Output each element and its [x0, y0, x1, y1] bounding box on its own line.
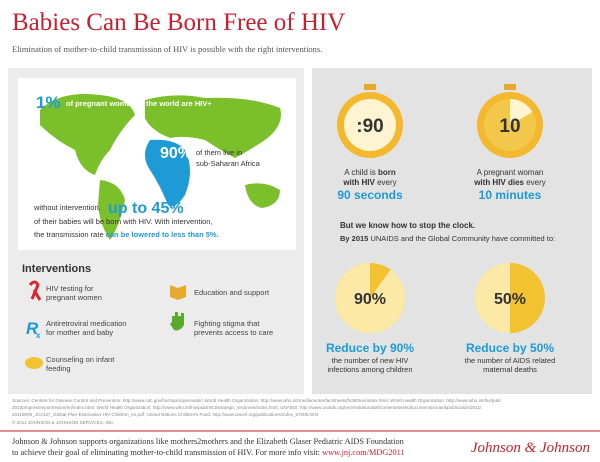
commitment-intro: By 2015 UNAIDS and the Global Community … — [340, 234, 555, 243]
intervention: Counseling on infant — [46, 355, 115, 364]
clock-interval: 10 minutes — [479, 188, 542, 202]
clock-interval: 90 seconds — [337, 188, 403, 202]
speech-icon — [25, 357, 43, 369]
source: Sources: Centers for Disease Control and… — [12, 398, 502, 403]
rx-icon: R — [26, 319, 39, 338]
footer-text: to achieve their goal of eliminating mot… — [12, 448, 405, 457]
stat-1-text: of pregnant women in the world are HIV+ — [66, 99, 212, 108]
footer-text: Johnson & Johnson supports organizations… — [12, 437, 405, 446]
pie-text: the number of new HIV — [332, 356, 409, 365]
stat-1: 1% — [36, 93, 61, 112]
pies: 90% Reduce by 90%the number of new HIVinf… — [326, 263, 555, 374]
clock-text: A pregnant woman — [477, 168, 544, 177]
text: born — [378, 168, 396, 177]
text: with HIV — [342, 178, 375, 187]
intervention: Education and support — [194, 288, 270, 297]
text: with HIV dies — [473, 178, 524, 187]
pie-slice — [334, 263, 405, 334]
copyright: © 2011 JOHNSON & JOHNSON SERVICES, INC. — [12, 419, 115, 425]
text: By 2015 — [340, 234, 368, 243]
interventions-title: Interventions — [22, 263, 91, 275]
world-map — [40, 94, 281, 240]
text: A child is — [344, 168, 378, 177]
clock-text: with HIV dies every — [473, 178, 546, 187]
clock-face: :90 — [356, 116, 383, 137]
intervention: pregnant women — [46, 293, 102, 302]
stat-3: up to 45% — [108, 200, 184, 217]
commitment-heading: But we know how to stop the clock. — [340, 221, 475, 230]
pie-label: 90% — [354, 291, 386, 308]
intervention: feeding — [46, 364, 71, 373]
clock-text: A child is born — [344, 168, 396, 177]
text: every — [524, 178, 546, 187]
subtitle: Elimination of mother-to-child transmiss… — [12, 44, 322, 54]
pie-text: the number of AIDS related — [465, 356, 555, 365]
logo: Johnson & Johnson — [471, 440, 590, 456]
text: the transmission rate — [34, 230, 106, 239]
text: to achieve their goal of eliminating mot… — [12, 448, 322, 457]
rx-icon: x — [36, 331, 41, 340]
stat-2: 90% — [160, 145, 192, 162]
text: every — [375, 178, 397, 187]
clock-face: 10 — [499, 116, 520, 137]
clock — [337, 84, 403, 158]
stat-2-text: of them live in — [196, 148, 242, 157]
pie-slice — [475, 263, 510, 333]
pie-headline: Reduce by 50% — [466, 341, 554, 355]
intervention: Fighting stigma that — [194, 319, 260, 328]
title: Babies Can Be Born Free of HIV — [12, 9, 345, 36]
intervention: prevents access to care — [194, 328, 273, 337]
intervention: Antiretroviral medication — [46, 319, 126, 328]
source: 20110609_JC2137_Global-Plan-Elimination-… — [12, 412, 318, 417]
text: UNAIDS and the Global Community have com… — [368, 234, 555, 243]
pie-text: infections among children — [327, 365, 412, 374]
ribbon-icon — [28, 280, 42, 301]
clock-text: with HIV every — [342, 178, 396, 187]
link[interactable]: www.jnj.com/MDG2011 — [322, 448, 405, 457]
intervention: HIV testing for — [46, 284, 94, 293]
pie-label: 50% — [494, 291, 526, 308]
stat-3-text: the transmission rate can be lowered to … — [34, 230, 219, 239]
clock — [477, 84, 543, 158]
pie-text: maternal deaths — [483, 365, 537, 374]
stat-3-prefix: without intervention, — [33, 203, 101, 212]
text: A pregnant woman — [477, 168, 544, 177]
stat-2-text: sub-Saharan Africa — [196, 159, 261, 168]
intervention: for mother and baby — [46, 328, 113, 337]
highlight: can be lowered to less than 5%. — [106, 230, 219, 239]
source: 2010progressreport/report/en/index.html;… — [12, 405, 482, 410]
book-icon — [170, 285, 186, 300]
hand-icon — [170, 312, 184, 331]
pie-headline: Reduce by 90% — [326, 341, 414, 355]
stat-3-text: of their babies will be born with HIV. W… — [34, 217, 213, 226]
